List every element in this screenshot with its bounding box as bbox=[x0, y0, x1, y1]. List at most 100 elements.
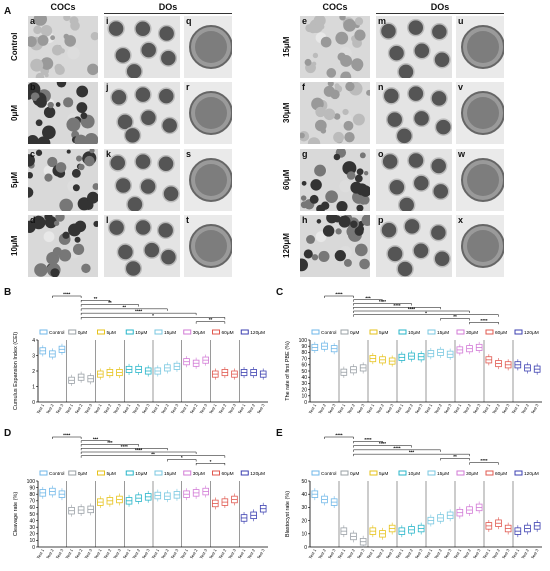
x-tick-label: Test 2 bbox=[317, 547, 327, 559]
cell-mark bbox=[309, 194, 319, 204]
panel-sublabel: s bbox=[186, 149, 192, 159]
oocyte-mark bbox=[139, 41, 158, 59]
cell-mark bbox=[359, 197, 367, 205]
significance-label: **** bbox=[63, 433, 70, 438]
legend-swatch bbox=[340, 470, 349, 476]
coc-texture bbox=[300, 82, 370, 144]
y-tick-label: 50 bbox=[29, 512, 35, 518]
x-tick-label: Test 1 bbox=[35, 547, 45, 559]
x-tick-label: Test 3 bbox=[530, 547, 540, 559]
cell-mark bbox=[333, 131, 344, 143]
legend-swatch bbox=[514, 329, 523, 335]
x-tick-label: Test 2 bbox=[131, 402, 141, 414]
panel-sublabel: i bbox=[106, 16, 109, 26]
cell-mark bbox=[335, 31, 349, 45]
legend-swatch bbox=[154, 329, 163, 335]
legend-swatch bbox=[39, 329, 48, 335]
x-tick-label: Test 3 bbox=[170, 402, 180, 414]
x-tick-label: Test 1 bbox=[453, 402, 463, 414]
oocyte-mark bbox=[143, 241, 161, 259]
micrograph-do-low: k bbox=[104, 149, 180, 211]
legend-label: 0μM bbox=[350, 330, 359, 336]
cell-mark bbox=[35, 149, 43, 156]
x-tick-label: Test 2 bbox=[131, 547, 141, 559]
x-tick-label: Test 3 bbox=[443, 402, 453, 414]
cell-mark bbox=[74, 236, 81, 243]
cell-mark bbox=[50, 269, 57, 276]
significance-label: **** bbox=[335, 433, 342, 438]
cell-mark bbox=[53, 220, 60, 226]
micrograph-do-low: m bbox=[376, 16, 452, 78]
panel-sublabel: w bbox=[458, 149, 466, 159]
panel-letter-e: E bbox=[276, 428, 283, 439]
cell-mark bbox=[359, 152, 366, 159]
legend-swatch bbox=[125, 470, 134, 476]
x-tick-label: Test 3 bbox=[356, 547, 366, 559]
x-tick-label: Test 2 bbox=[462, 402, 472, 414]
significance-label: * bbox=[210, 459, 212, 464]
x-tick-label: Test 2 bbox=[520, 402, 530, 414]
panel-sublabel: e bbox=[302, 16, 308, 26]
x-tick-label: Test 3 bbox=[198, 402, 208, 414]
x-tick-label: Test 2 bbox=[45, 402, 55, 414]
oocyte-mark bbox=[429, 223, 448, 242]
row-label: Control bbox=[10, 32, 19, 62]
legend-swatch bbox=[68, 329, 77, 335]
significance-label: **** bbox=[379, 441, 386, 446]
oocyte-mark bbox=[434, 118, 452, 136]
x-tick-label: Test 3 bbox=[170, 547, 180, 559]
oocyte-mark bbox=[156, 221, 175, 240]
cell-mark bbox=[300, 195, 307, 201]
oocyte-mark bbox=[397, 196, 416, 211]
coc-texture bbox=[28, 149, 98, 211]
cell-mark bbox=[343, 258, 352, 267]
y-tick-label: 100 bbox=[299, 338, 308, 344]
y-tick-label: 50 bbox=[301, 479, 307, 485]
oocyte-mark bbox=[388, 178, 406, 196]
x-tick-label: Test 2 bbox=[246, 547, 256, 559]
cell-mark bbox=[72, 243, 85, 255]
y-tick-label: 50 bbox=[301, 369, 307, 375]
row-label: 0μM bbox=[10, 105, 19, 122]
significance-label: **** bbox=[364, 437, 371, 442]
cell-mark bbox=[327, 82, 334, 87]
do-zoom-texture bbox=[461, 224, 504, 268]
significance-label: * bbox=[152, 313, 154, 318]
x-tick-label: Test 1 bbox=[35, 402, 45, 414]
cell-mark bbox=[42, 125, 56, 140]
legend-label: Control bbox=[49, 330, 64, 336]
micrograph-coc: f bbox=[300, 82, 370, 144]
oocyte-mark bbox=[387, 44, 406, 62]
do-zoom-texture bbox=[189, 224, 232, 268]
cell-mark bbox=[359, 258, 370, 270]
cell-mark bbox=[325, 190, 338, 204]
x-tick-label: Test 2 bbox=[317, 402, 327, 414]
cell-mark bbox=[70, 20, 80, 31]
x-tick-label: Test 2 bbox=[462, 547, 472, 559]
x-tick-label: Test 3 bbox=[83, 547, 93, 559]
legend-swatch bbox=[369, 329, 378, 335]
x-tick-label: Test 1 bbox=[453, 547, 463, 559]
oocyte-mark bbox=[116, 113, 134, 131]
panel-sublabel: d bbox=[30, 215, 36, 225]
cell-mark bbox=[340, 71, 352, 78]
cell-mark bbox=[89, 149, 95, 154]
cell-mark bbox=[80, 112, 88, 120]
panel-sublabel: j bbox=[106, 82, 109, 92]
significance-label: **** bbox=[408, 307, 415, 312]
oocyte-mark bbox=[395, 127, 414, 144]
legend-label: 60μM bbox=[495, 471, 507, 477]
cell-mark bbox=[55, 102, 61, 107]
y-tick-label: 20 bbox=[301, 387, 307, 393]
significance-label: *** bbox=[107, 440, 113, 445]
x-tick-label: Test 3 bbox=[55, 402, 65, 414]
cell-mark bbox=[361, 215, 370, 226]
legend-swatch bbox=[427, 470, 436, 476]
oocyte-mark bbox=[412, 109, 431, 128]
oocyte-core-mark bbox=[195, 97, 227, 129]
cell-mark bbox=[340, 55, 353, 67]
legend-label: 15μM bbox=[164, 471, 176, 477]
legend-label: 120μM bbox=[524, 330, 539, 336]
significance-label: **** bbox=[393, 303, 400, 308]
cell-mark bbox=[351, 58, 364, 71]
